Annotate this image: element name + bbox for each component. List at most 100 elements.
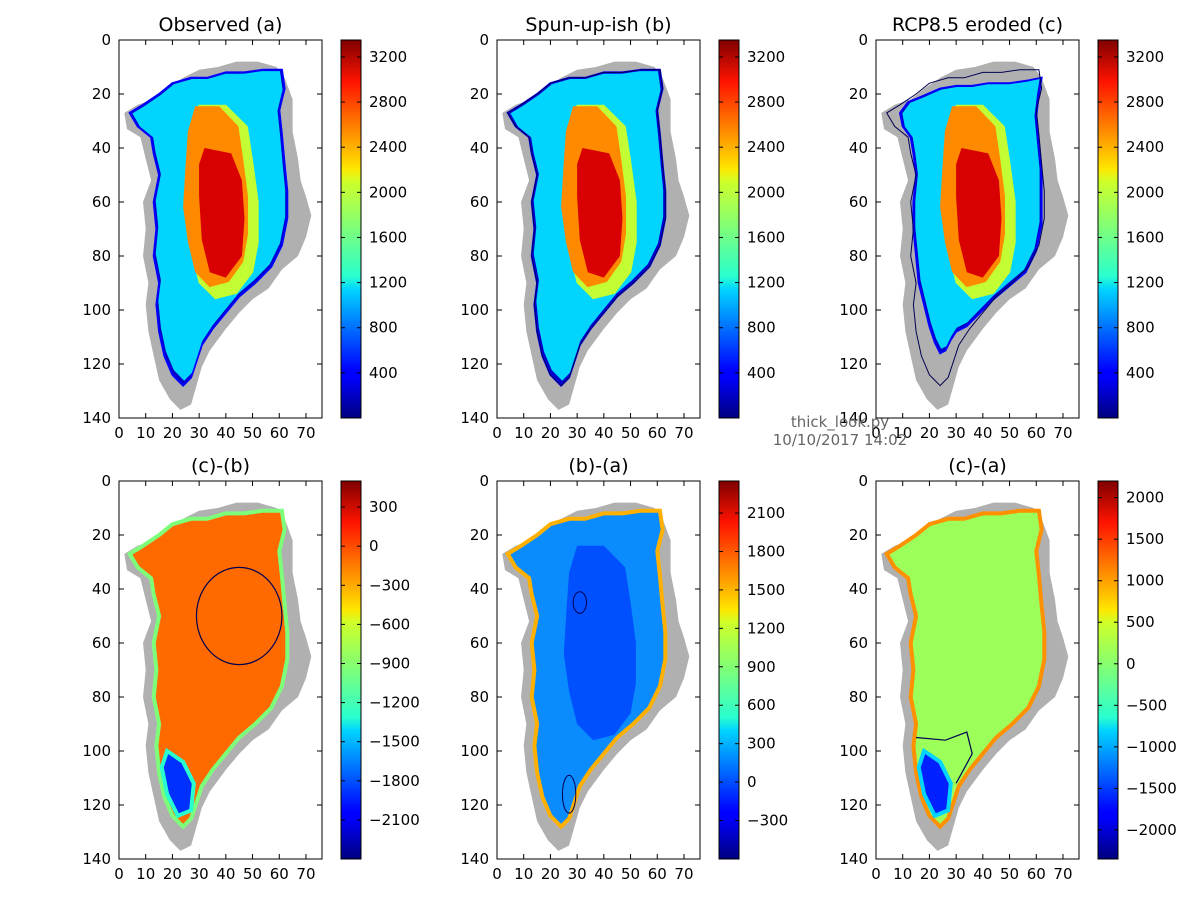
y-tick-label: 60 bbox=[849, 634, 868, 652]
y-tick-label: 20 bbox=[470, 526, 489, 544]
x-tick-label: 10 bbox=[514, 865, 533, 883]
colorbar-tick-label: −2000 bbox=[1126, 821, 1177, 839]
x-tick-label: 50 bbox=[243, 424, 262, 442]
colorbar-tick-label: 2800 bbox=[1126, 93, 1164, 111]
colorbar-tick-label: 1600 bbox=[1126, 228, 1164, 246]
colorbar-tick-label: −300 bbox=[747, 812, 788, 830]
axes-frame bbox=[118, 480, 323, 860]
x-tick-label: 20 bbox=[541, 424, 560, 442]
colorbar-tick-label: 400 bbox=[747, 364, 776, 382]
colorbar-tick-label: 1800 bbox=[747, 542, 785, 560]
margin-contour bbox=[886, 69, 1045, 387]
x-tick-label: 50 bbox=[1000, 865, 1019, 883]
axes-frame bbox=[118, 39, 323, 419]
x-tick-label: 30 bbox=[947, 424, 966, 442]
x-tick-label: 10 bbox=[136, 865, 155, 883]
colorbar-tick-label: 3200 bbox=[1126, 48, 1164, 66]
y-tick-label: 60 bbox=[470, 634, 489, 652]
x-tick-label: 40 bbox=[973, 424, 992, 442]
zero-contour bbox=[561, 774, 577, 814]
plot-area-2 bbox=[881, 61, 1069, 410]
x-tick-label: 30 bbox=[190, 424, 209, 442]
y-tick-label: 0 bbox=[858, 472, 868, 490]
colorbar-tick-label: −1500 bbox=[369, 733, 420, 751]
y-tick-label: 20 bbox=[92, 526, 111, 544]
colorbar-tick-label: 500 bbox=[1126, 613, 1155, 631]
x-tick-label: 70 bbox=[1053, 865, 1072, 883]
y-tick-label: 120 bbox=[460, 355, 489, 373]
y-tick-label: 20 bbox=[849, 85, 868, 103]
y-tick-label: 140 bbox=[82, 850, 111, 868]
x-tick-label: 30 bbox=[568, 865, 587, 883]
x-tick-label: 0 bbox=[114, 865, 124, 883]
colorbar-tick-label: 900 bbox=[747, 658, 776, 676]
ice-core bbox=[199, 148, 245, 278]
colorbar-tick-label: 2000 bbox=[747, 183, 785, 201]
plot-area-4 bbox=[502, 502, 690, 851]
y-tick-label: 0 bbox=[101, 31, 111, 49]
plot-area-0 bbox=[124, 61, 312, 410]
x-tick-label: 30 bbox=[947, 865, 966, 883]
y-tick-label: 120 bbox=[839, 796, 868, 814]
y-tick-label: 80 bbox=[470, 688, 489, 706]
x-tick-label: 70 bbox=[296, 865, 315, 883]
colorbar-tick-label: 0 bbox=[369, 537, 379, 555]
colorbar-tick-label: 0 bbox=[747, 773, 757, 791]
colorbar-tick-label: 1200 bbox=[747, 619, 785, 637]
colorbar-tick-label: 2400 bbox=[1126, 138, 1164, 156]
y-tick-label: 140 bbox=[839, 850, 868, 868]
y-tick-label: 100 bbox=[839, 742, 868, 760]
y-tick-label: 80 bbox=[92, 247, 111, 265]
x-tick-label: 40 bbox=[594, 865, 613, 883]
colorbar-tick-label: −500 bbox=[1126, 696, 1167, 714]
y-tick-label: 40 bbox=[470, 580, 489, 598]
colorbar bbox=[718, 480, 740, 860]
x-tick-label: 0 bbox=[492, 865, 502, 883]
x-tick-label: 70 bbox=[296, 424, 315, 442]
x-tick-label: 50 bbox=[1000, 424, 1019, 442]
y-tick-label: 40 bbox=[92, 139, 111, 157]
zero-contour bbox=[572, 591, 587, 614]
colorbar-tick-label: 400 bbox=[1126, 364, 1155, 382]
diff-field bbox=[883, 508, 1047, 830]
x-tick-label: 70 bbox=[1053, 424, 1072, 442]
x-tick-label: 0 bbox=[871, 865, 881, 883]
y-tick-label: 60 bbox=[849, 193, 868, 211]
y-tick-label: 0 bbox=[479, 472, 489, 490]
x-tick-label: 60 bbox=[648, 424, 667, 442]
colorbar-tick-label: 1500 bbox=[747, 581, 785, 599]
x-tick-label: 40 bbox=[594, 424, 613, 442]
colorbar bbox=[718, 39, 740, 419]
y-tick-label: 80 bbox=[849, 247, 868, 265]
colorbar-tick-label: 800 bbox=[747, 319, 776, 337]
colorbar-tick-label: −300 bbox=[369, 576, 410, 594]
x-tick-label: 10 bbox=[514, 424, 533, 442]
panel-title: RCP8.5 eroded (c) bbox=[892, 14, 1063, 36]
y-tick-label: 40 bbox=[470, 139, 489, 157]
colorbar-tick-label: 2000 bbox=[369, 183, 407, 201]
y-tick-label: 140 bbox=[82, 409, 111, 427]
colorbar-tick-label: 0 bbox=[1126, 655, 1136, 673]
x-tick-label: 60 bbox=[270, 424, 289, 442]
y-tick-label: 80 bbox=[92, 688, 111, 706]
figure-note: thick_look.py 10/10/2017 14:02 bbox=[740, 413, 940, 449]
timestamp: 10/10/2017 14:02 bbox=[772, 431, 908, 449]
script-name: thick_look.py bbox=[790, 413, 890, 431]
x-tick-label: 50 bbox=[621, 865, 640, 883]
axes-frame bbox=[496, 39, 701, 419]
colorbar-tick-label: 800 bbox=[369, 319, 398, 337]
colorbar-tick-label: 1500 bbox=[1126, 530, 1164, 548]
panel-title: Spun-up-ish (b) bbox=[525, 14, 671, 36]
colorbar-tick-label: −1800 bbox=[369, 772, 420, 790]
x-tick-label: 0 bbox=[871, 424, 881, 442]
panel-title: Observed (a) bbox=[159, 14, 283, 36]
diff-core bbox=[563, 545, 636, 741]
colorbar-tick-label: 400 bbox=[369, 364, 398, 382]
panel-title: (c)-(b) bbox=[191, 455, 250, 477]
x-tick-label: 30 bbox=[190, 865, 209, 883]
x-tick-label: 50 bbox=[243, 865, 262, 883]
colorbar-tick-label: 2000 bbox=[1126, 489, 1164, 507]
colorbar-tick-label: −1500 bbox=[1126, 779, 1177, 797]
colorbar-tick-label: −1200 bbox=[369, 694, 420, 712]
y-tick-label: 0 bbox=[101, 472, 111, 490]
